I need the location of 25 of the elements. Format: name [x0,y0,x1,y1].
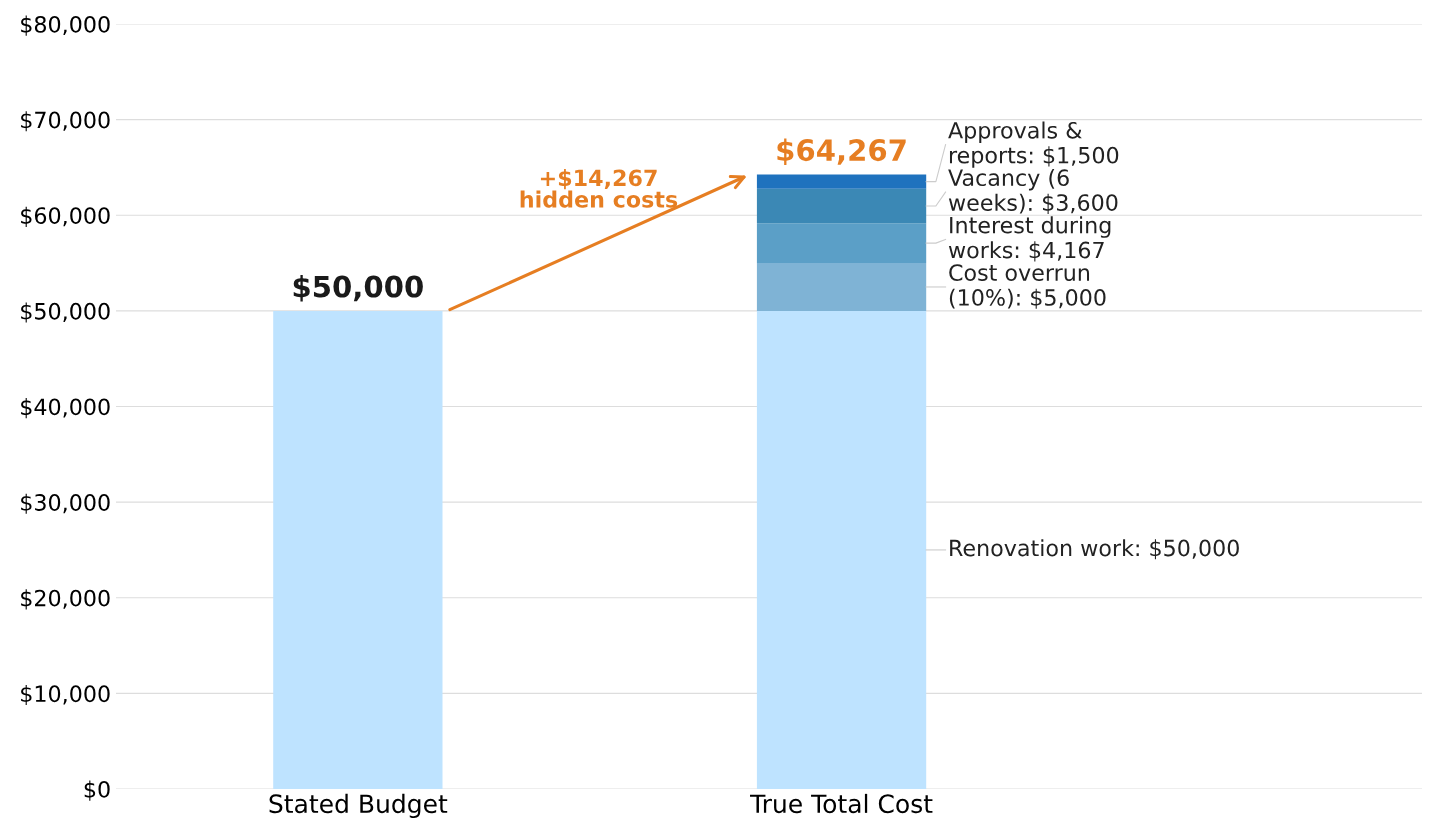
y-tick-label: $30,000 [21,493,110,514]
series-label: Renovation work: $50,000 [950,539,1239,560]
y-tick-label: $40,000 [21,398,110,419]
x-tick-label: Stated Budget [269,793,448,819]
series-label: Vacancy (6 weeks): $3,600 [948,168,1118,214]
bar [756,223,927,264]
series-label: Interest during works: $4,167 [948,216,1111,262]
total-label: $50,000 [293,275,423,302]
bar [273,310,443,789]
y-tick-label: $50,000 [21,302,110,323]
series-label: Cost overrun (10%): $5,000 [949,264,1106,309]
y-tick-label: $60,000 [21,206,110,227]
y-tick-label: $0 [84,780,110,801]
bar [756,174,927,189]
bar [756,263,927,311]
y-tick-label: $10,000 [21,684,110,706]
bar [756,188,927,224]
y-tick-label: $70,000 [21,111,110,132]
x-tick-label: True Total Cost [750,793,933,814]
annotation: +$14,267 hidden costs [520,169,678,208]
total-label: $64,267 [777,138,906,166]
bar [756,310,927,789]
series-label: Approvals & reports: $1,500 [948,121,1119,168]
y-tick-label: $80,000 [21,15,110,36]
y-tick-label: $20,000 [21,589,110,610]
